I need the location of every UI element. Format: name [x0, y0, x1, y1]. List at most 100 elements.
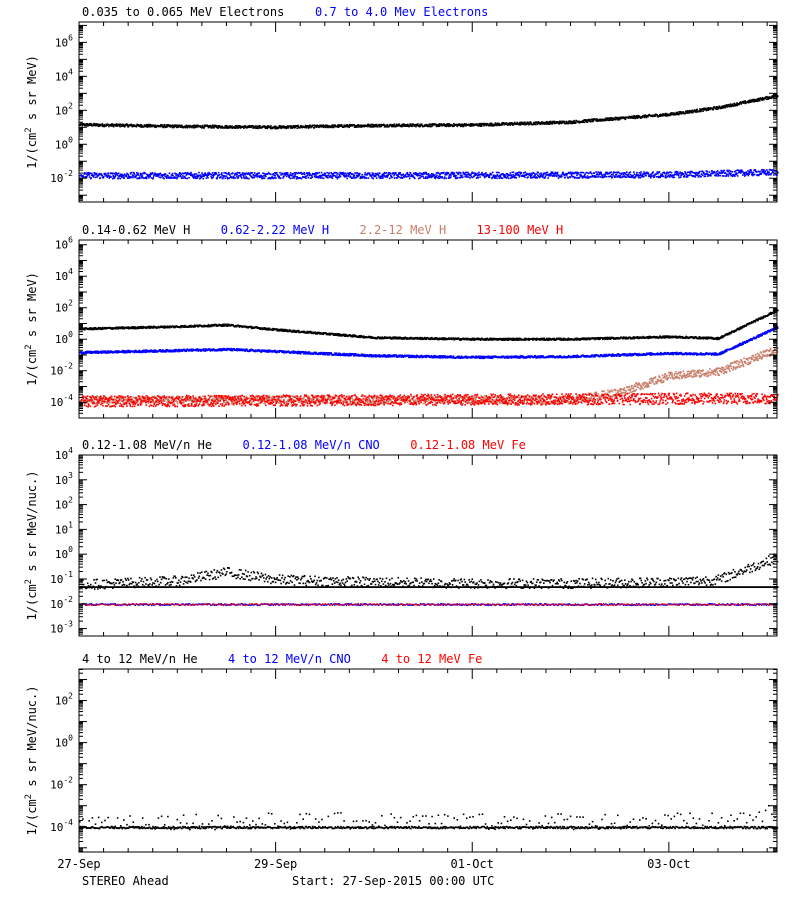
data-point [718, 173, 720, 175]
data-point [443, 172, 445, 174]
data-point [461, 175, 463, 177]
data-point [113, 176, 115, 178]
data-point [663, 176, 665, 178]
data-point [561, 176, 563, 178]
data-point [542, 175, 544, 177]
data-point [177, 177, 179, 179]
data-point [498, 172, 500, 174]
data-point [425, 177, 427, 179]
data-point [621, 172, 623, 174]
data-point [417, 123, 419, 125]
data-point [279, 172, 281, 174]
data-point [720, 175, 722, 177]
data-point [192, 174, 194, 176]
data-point [545, 176, 547, 178]
data-point [610, 171, 612, 173]
data-point [626, 176, 628, 178]
data-point [258, 172, 260, 174]
data-point [289, 178, 291, 180]
data-point [304, 172, 306, 174]
data-point [378, 175, 380, 177]
data-point [722, 172, 724, 174]
data-point [379, 172, 381, 174]
data-point [99, 177, 101, 179]
data-point [448, 172, 450, 174]
data-point [600, 176, 602, 178]
data-point [576, 172, 578, 174]
data-point [243, 175, 245, 177]
data-point [387, 124, 389, 126]
data-point [172, 173, 174, 175]
data-point [633, 171, 635, 173]
data-point [659, 171, 661, 173]
data-point [571, 174, 573, 176]
data-point [138, 174, 140, 176]
data-point [146, 176, 148, 178]
data-point [464, 176, 466, 178]
data-point [636, 172, 638, 174]
legend-entry: 0.7 to 4.0 Mev Electrons [315, 5, 488, 19]
data-point [207, 177, 209, 179]
data-point [254, 177, 256, 179]
data-point [698, 176, 700, 178]
data-point [319, 172, 321, 174]
data-point [321, 177, 323, 179]
data-point [160, 177, 162, 179]
data-point [301, 178, 303, 180]
data-point [489, 177, 491, 179]
data-point [630, 174, 632, 176]
data-point [190, 172, 192, 174]
data-point [331, 173, 333, 175]
data-point [186, 178, 188, 180]
data-point [453, 172, 455, 174]
data-point [478, 172, 480, 174]
data-point [702, 174, 704, 176]
data-point [239, 125, 241, 127]
data-point [591, 173, 593, 175]
data-point [296, 178, 298, 180]
data-point [328, 172, 330, 174]
data-point [370, 124, 372, 126]
data-point [141, 173, 143, 175]
data-point [558, 123, 560, 125]
data-point [534, 174, 536, 176]
data-point [420, 126, 422, 128]
data-point [222, 177, 224, 179]
data-point [193, 127, 195, 129]
data-point [212, 172, 214, 174]
data-point [212, 125, 214, 127]
data-point [175, 125, 177, 127]
data-point [118, 173, 120, 175]
data-point [436, 174, 438, 176]
data-point [455, 175, 457, 177]
data-point [525, 171, 527, 173]
data-point [734, 175, 736, 177]
data-point [289, 176, 291, 178]
data-point [114, 177, 116, 179]
data-point [499, 178, 501, 180]
data-point [606, 176, 608, 178]
data-point [305, 177, 307, 179]
data-point [743, 102, 745, 104]
data-point [620, 175, 622, 177]
data-point [678, 175, 680, 177]
data-point [348, 174, 350, 176]
data-point [527, 176, 529, 178]
data-point [193, 177, 195, 179]
data-point [131, 172, 133, 174]
data-point [242, 173, 244, 175]
data-point [768, 171, 770, 173]
data-point [619, 119, 621, 121]
data-point [153, 177, 155, 179]
data-point [479, 176, 481, 178]
data-point [338, 177, 340, 179]
data-point [274, 175, 276, 177]
data-point [697, 175, 699, 177]
data-point [321, 172, 323, 174]
data-point [713, 109, 715, 111]
data-point [508, 178, 510, 180]
data-point [127, 124, 129, 126]
data-point [753, 101, 755, 103]
data-point [588, 173, 590, 175]
data-point [604, 174, 606, 176]
